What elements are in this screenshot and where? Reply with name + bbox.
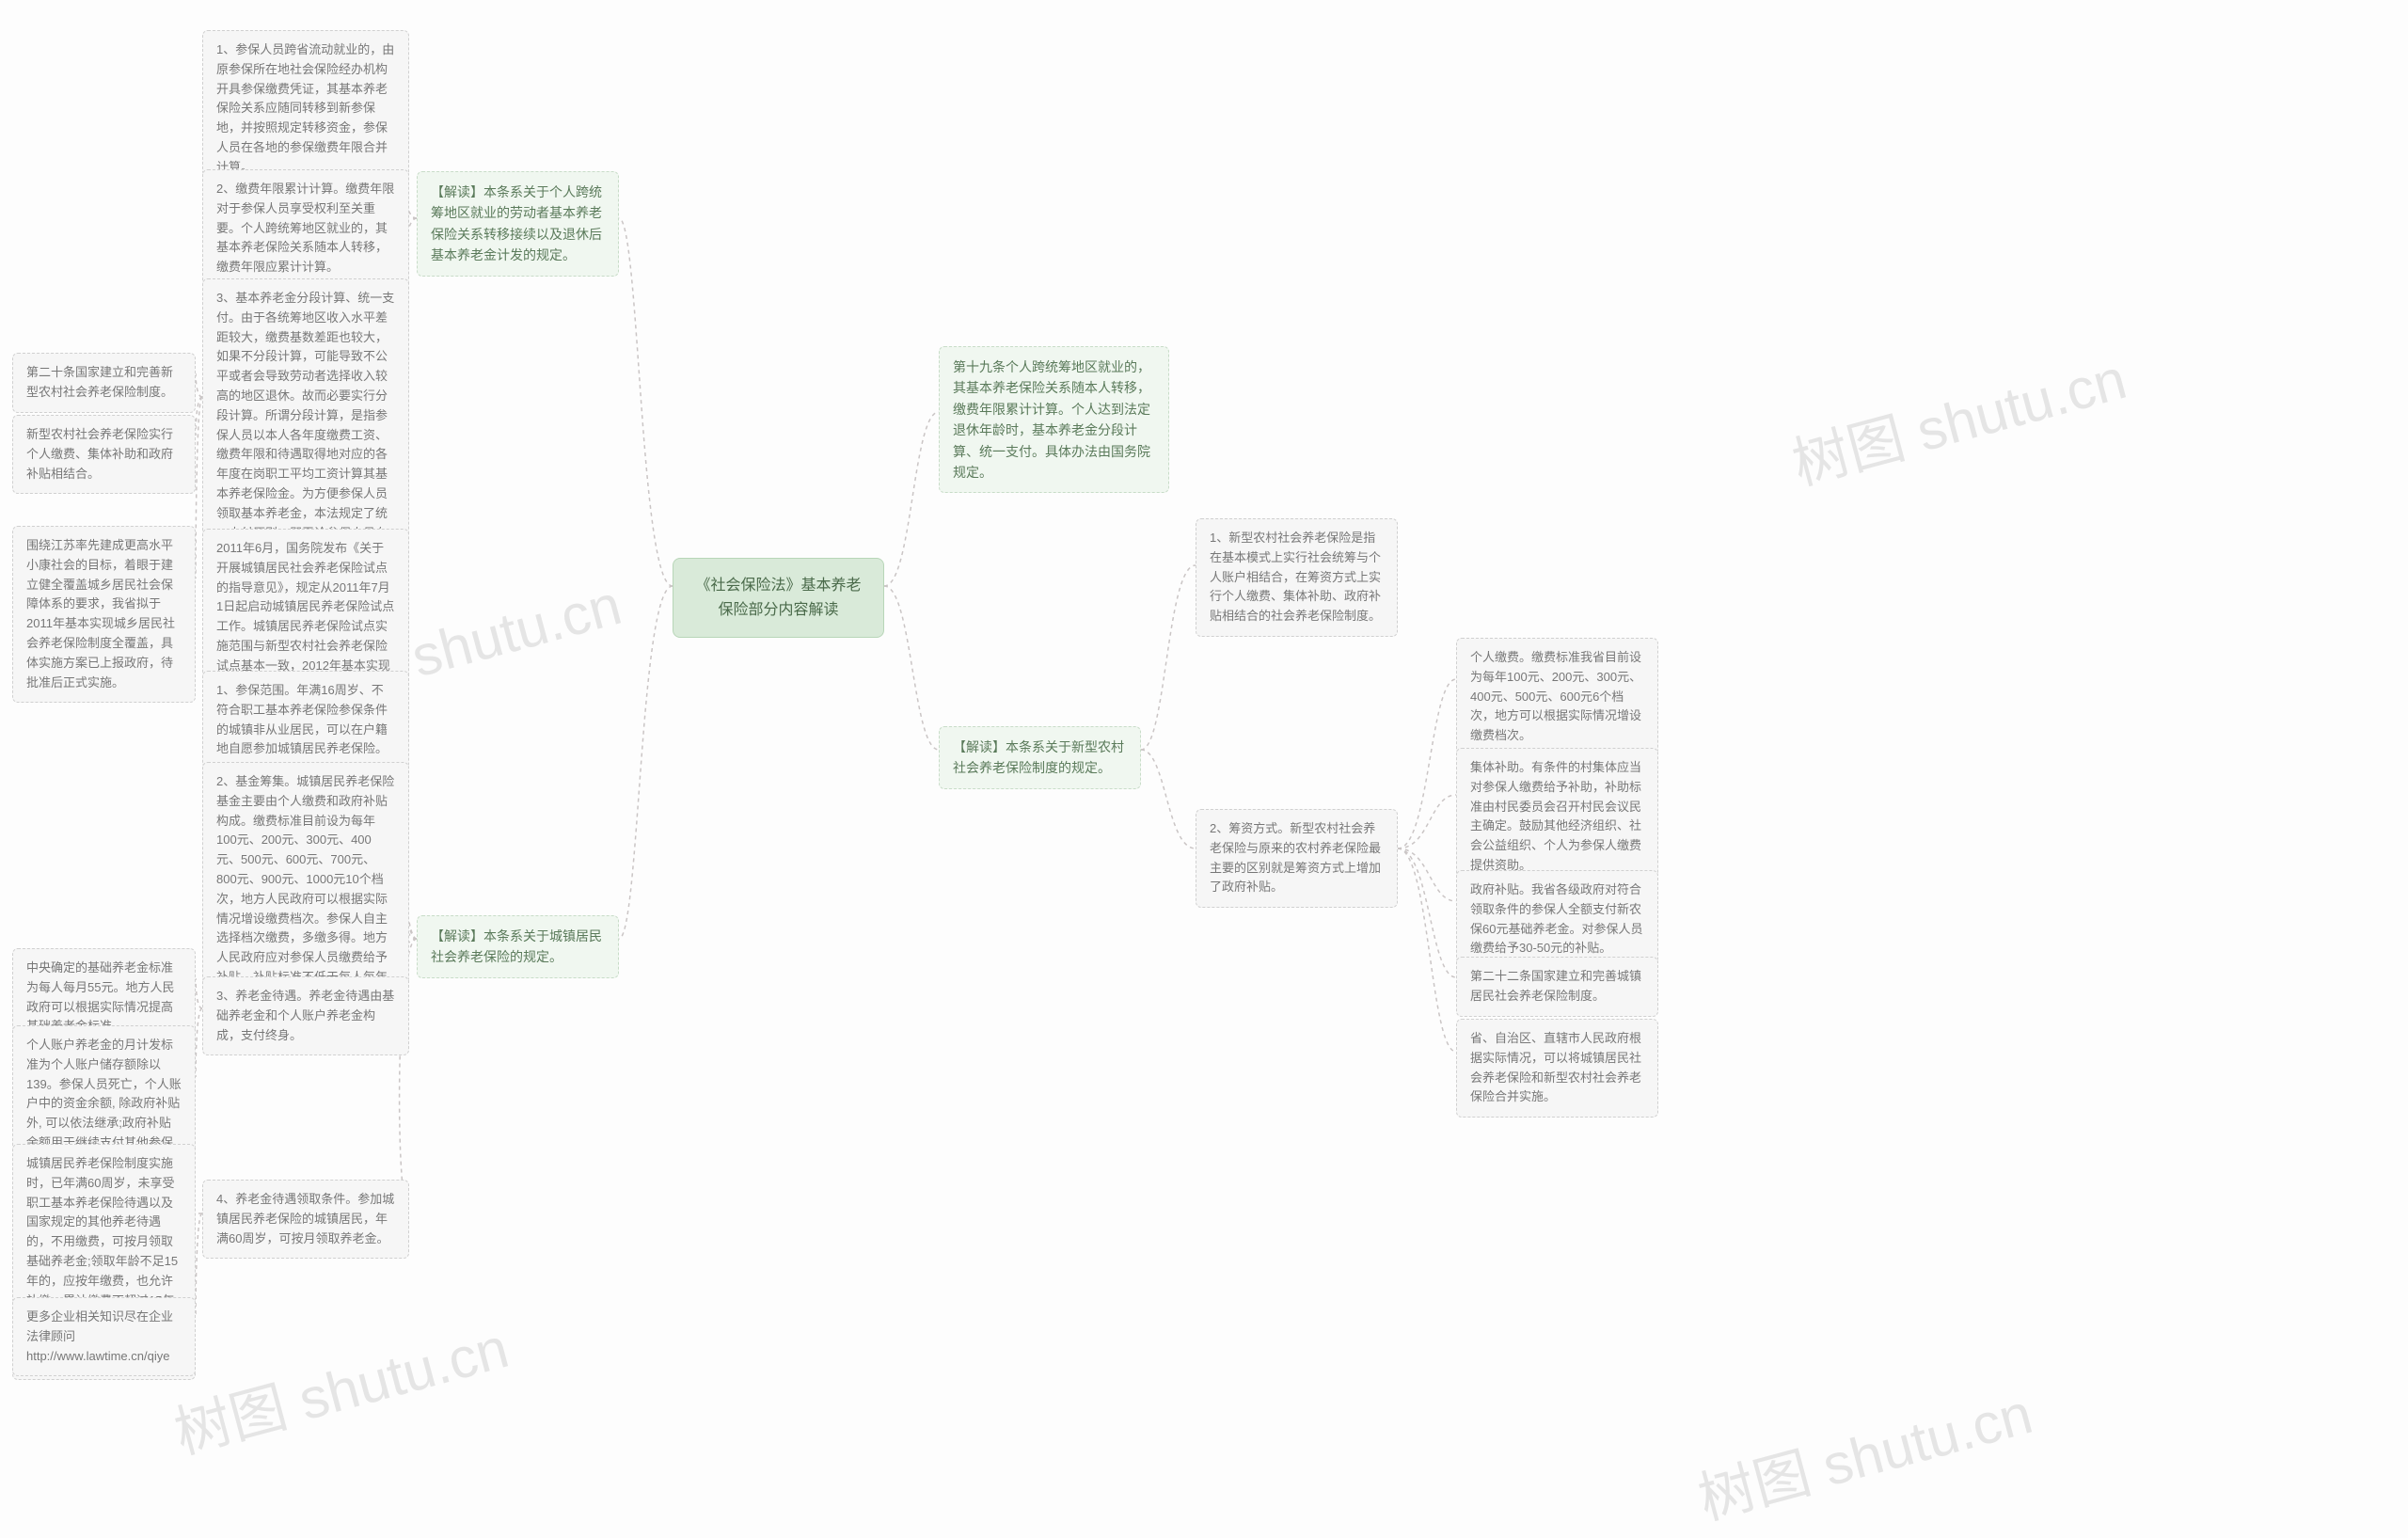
watermark-4: 树图 shutu.cn <box>165 1302 516 1469</box>
watermark-3: 树图 shutu.cn <box>1688 1368 2040 1535</box>
leaf-l2e2[interactable]: 更多企业相关知识尽在企业法律顾问http://www.lawtime.cn/qi… <box>12 1297 196 1376</box>
leaf-l1a[interactable]: 1、参保人员跨省流动就业的，由原参保所在地社会保险经办机构开具参保缴费凭证，其基… <box>202 30 409 188</box>
leaf-l1f[interactable]: 围绕江苏率先建成更高水平小康社会的目标，着眼于建立健全覆盖城乡居民社会保障体系的… <box>12 526 196 703</box>
leaf-l1d[interactable]: 第二十条国家建立和完善新型农村社会养老保险制度。 <box>12 353 196 413</box>
leaf-l2d[interactable]: 3、养老金待遇。养老金待遇由基础养老金和个人账户养老金构成，支付终身。 <box>202 976 409 1055</box>
leaf-r2a[interactable]: 1、新型农村社会养老保险是指在基本模式上实行社会统筹与个人账户相结合，在筹资方式… <box>1196 518 1398 637</box>
leaf-r2b1[interactable]: 个人缴费。缴费标准我省目前设为每年100元、200元、300元、400元、500… <box>1456 638 1658 756</box>
root-node[interactable]: 《社会保险法》基本养老保险部分内容解读 <box>673 558 884 638</box>
leaf-r2b3[interactable]: 政府补贴。我省各级政府对符合领取条件的参保人全额支付新农保60元基础养老金。对参… <box>1456 870 1658 969</box>
leaf-l1e[interactable]: 新型农村社会养老保险实行个人缴费、集体补助和政府补贴相结合。 <box>12 415 196 494</box>
leaf-l2e[interactable]: 4、养老金待遇领取条件。参加城镇居民养老保险的城镇居民，年满60周岁，可按月领取… <box>202 1180 409 1259</box>
branch-right-1[interactable]: 第十九条个人跨统筹地区就业的，其基本养老保险关系随本人转移，缴费年限累计计算。个… <box>939 346 1169 493</box>
leaf-r2b[interactable]: 2、筹资方式。新型农村社会养老保险与原来的农村养老保险最主要的区别就是筹资方式上… <box>1196 809 1398 908</box>
leaf-r2b2[interactable]: 集体补助。有条件的村集体应当对参保人缴费给予补助，补助标准由村民委员会召开村民会… <box>1456 748 1658 886</box>
leaf-r2b4[interactable]: 第二十二条国家建立和完善城镇居民社会养老保险制度。 <box>1456 957 1658 1017</box>
leaf-r2b5[interactable]: 省、自治区、直辖市人民政府根据实际情况，可以将城镇居民社会养老保险和新型农村社会… <box>1456 1019 1658 1118</box>
leaf-l1b[interactable]: 2、缴费年限累计计算。缴费年限对于参保人员享受权利至关重要。个人跨统筹地区就业的… <box>202 169 409 288</box>
watermark-2: 树图 shutu.cn <box>1782 333 2134 500</box>
branch-left-1[interactable]: 【解读】本条系关于个人跨统筹地区就业的劳动者基本养老保险关系转移接续以及退休后基… <box>417 171 619 277</box>
branch-left-2[interactable]: 【解读】本条系关于城镇居民社会养老保险的规定。 <box>417 915 619 978</box>
branch-right-2[interactable]: 【解读】本条系关于新型农村社会养老保险制度的规定。 <box>939 726 1141 789</box>
leaf-l2b[interactable]: 1、参保范围。年满16周岁、不符合职工基本养老保险参保条件的城镇非从业居民，可以… <box>202 671 409 769</box>
